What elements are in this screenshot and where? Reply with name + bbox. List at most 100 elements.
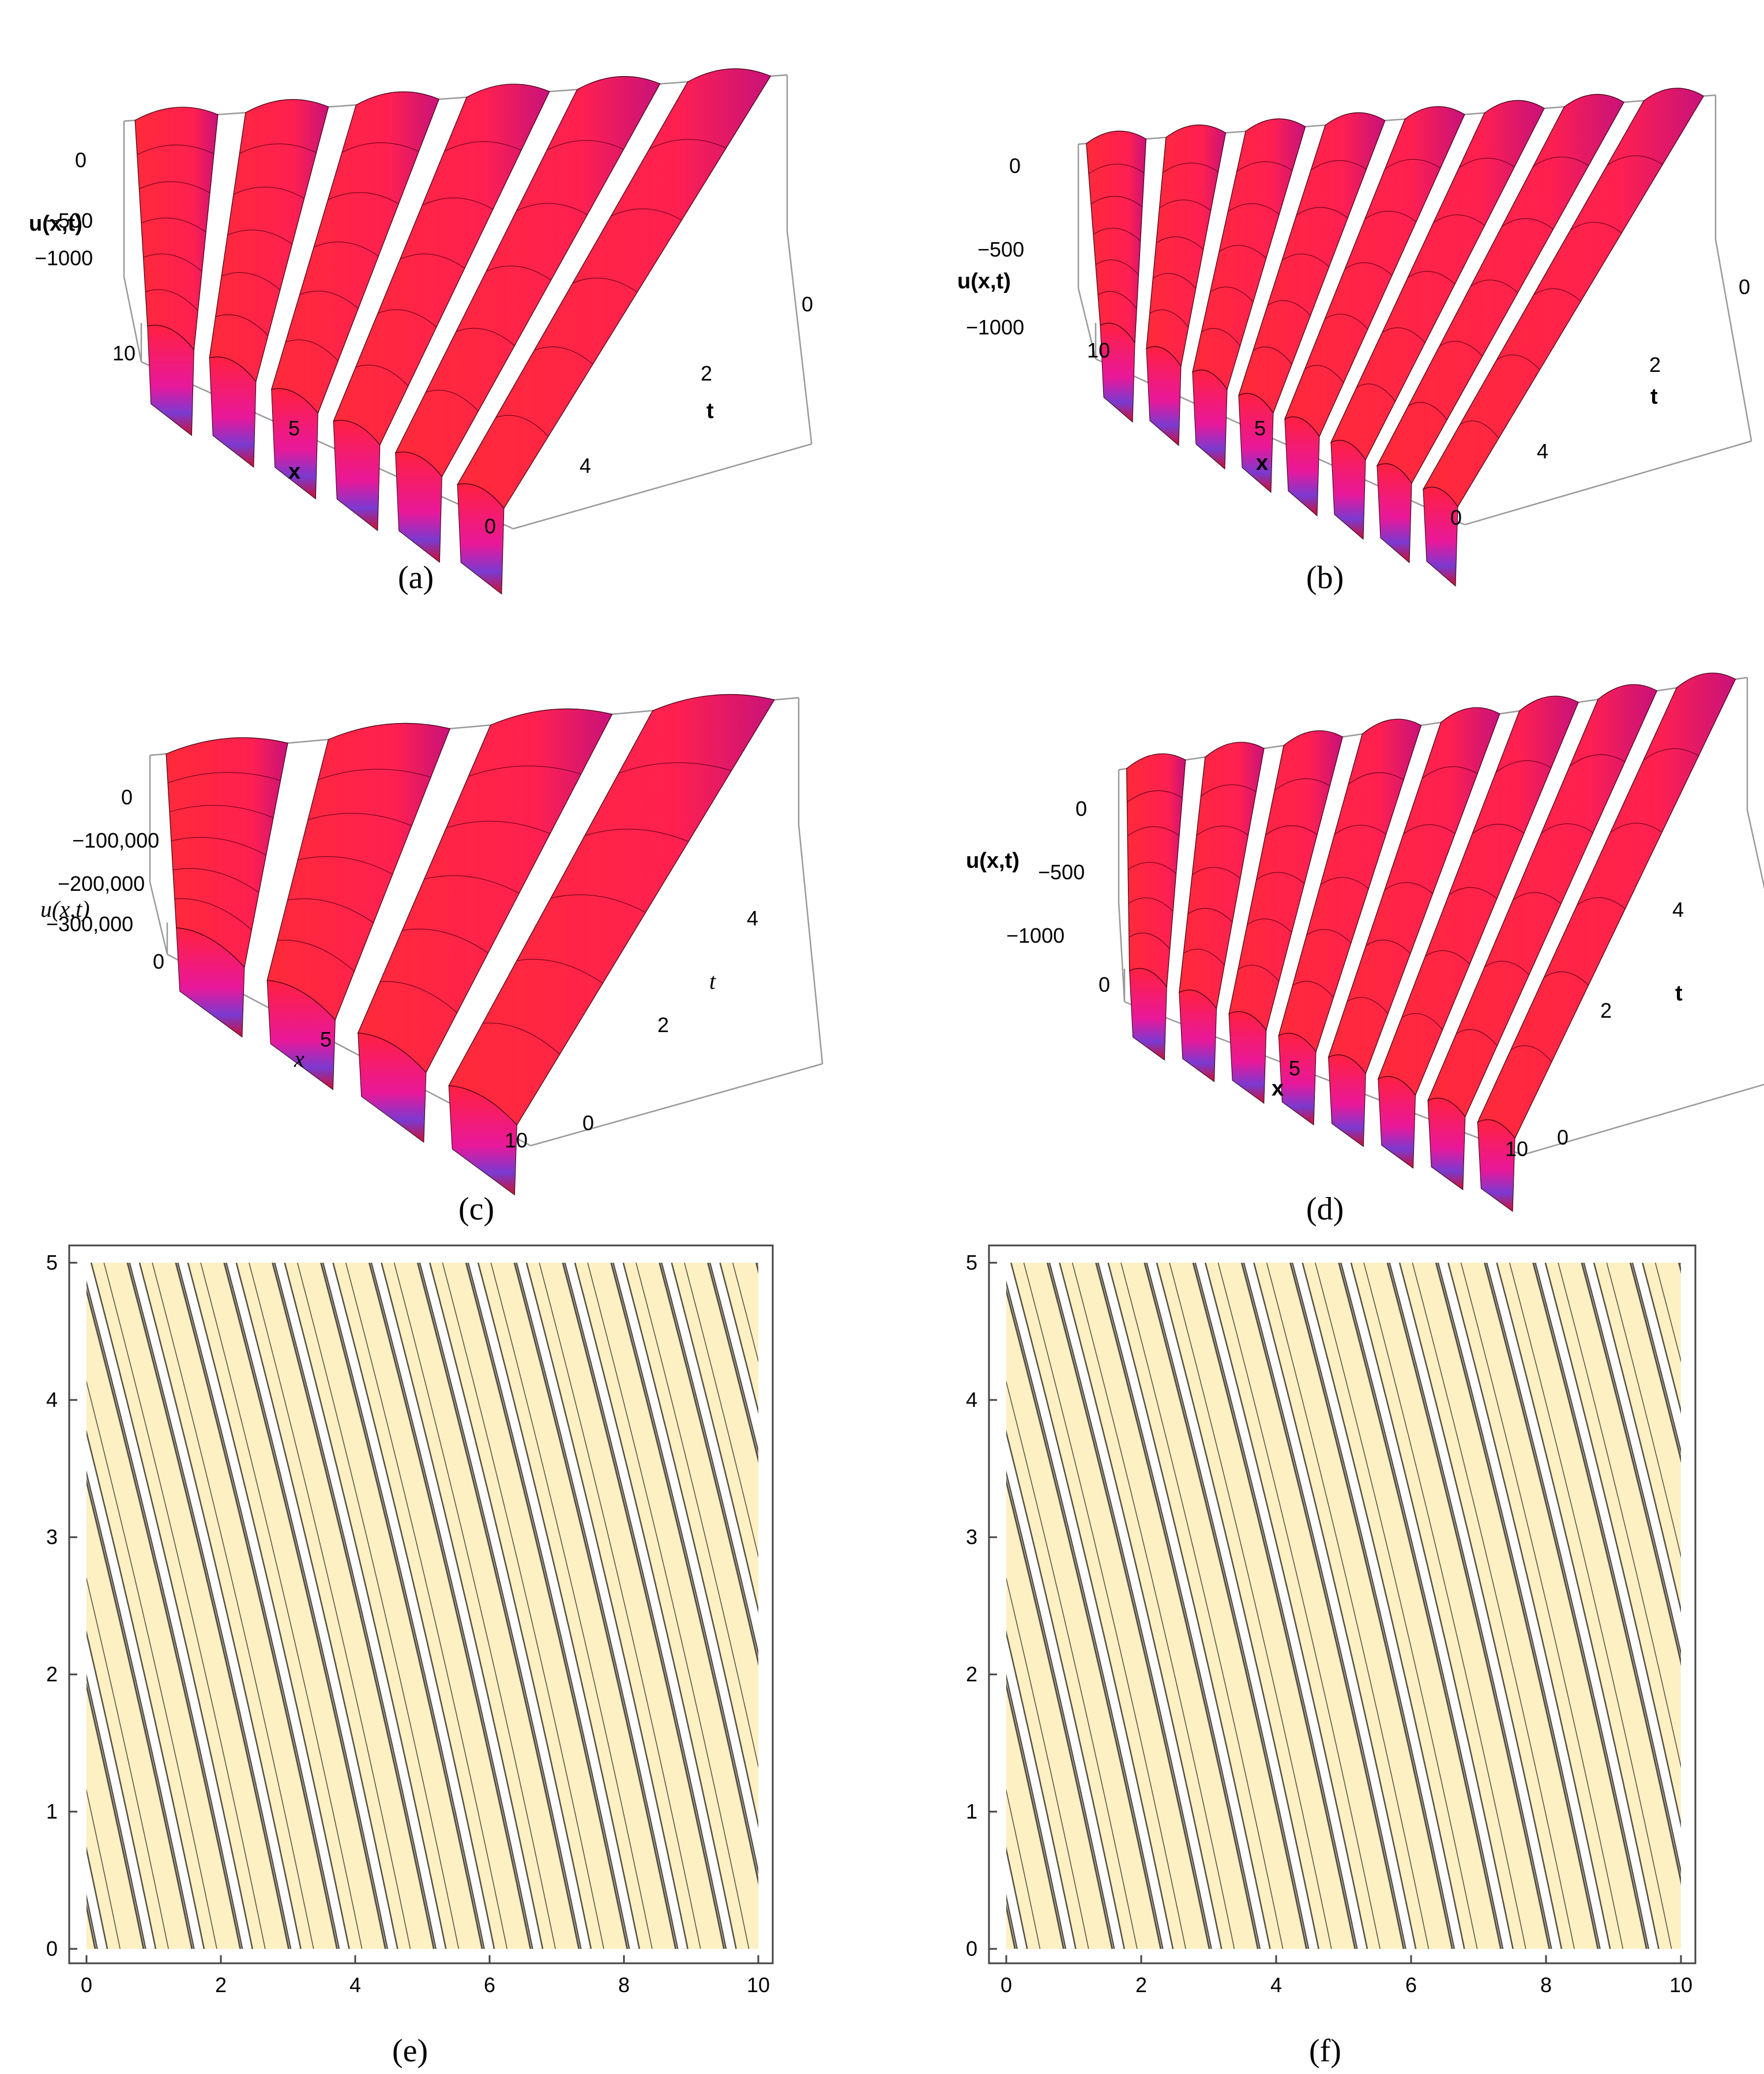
panel-e-contour-line [0,1263,1,1949]
panel-e-contour-line [284,1263,447,1949]
panel-e-contour-line [416,1263,580,1949]
panel-d-ztick-1: −500 [1038,860,1085,884]
panel-b-mesh-line [1090,195,1143,208]
panel-f-band-gap [1006,1263,1174,1949]
panel-e-band-gap [175,1263,349,1949]
panel-e-contour-line [223,1263,386,1949]
panel-f-contour-line [1006,1470,1115,1949]
panel-f-contour-line [1363,1263,1526,1949]
panel-f-contour-line [1120,1263,1284,1949]
panel-c-mesh-line [468,765,581,777]
panel-b-mesh-line [1253,347,1292,365]
panel-f-band-gap [1242,1263,1416,1949]
panel-c-surface: u(x,t) 0 −100,000 −200,000 −300,000 0 5 … [40,694,823,1227]
panel-f-xtick-label: 8 [1540,1973,1552,1997]
panel-b-ridge-face [1100,322,1135,423]
panel-b-tlabel: t [1650,385,1658,409]
panel-b-mesh-line [1088,164,1145,174]
panel-f-band-gap [1436,1263,1611,1949]
panel-f-band-gap [811,1263,973,1949]
panel-f-contour-line [1010,1263,1174,1949]
panel-e-contour-line [429,1263,592,1949]
panel-a-mesh-line [328,192,399,205]
panel-d-mesh-line [1247,919,1292,933]
panel-d-mesh-line [1403,824,1455,834]
panel-d-ztick-0: 0 [1075,797,1087,820]
panel-b-mesh-line [1228,203,1280,215]
panel-d-mesh-line [1187,908,1233,923]
panel-c-mesh-line [287,898,374,923]
panel-e-contour-line [138,1263,302,1949]
panel-a-mesh-line [516,203,588,215]
panel-b-box-edge [1714,239,1752,442]
panel-a-mesh-line [145,289,198,311]
panel-e-band-gap [418,1263,592,1949]
panel-b-ztick-2: −1000 [966,315,1024,339]
panel-a-ttick-2: 4 [580,454,591,477]
panel-f-contour-line [1583,1263,1681,1657]
panel-b-mesh-line [1296,207,1348,219]
panel-f-contour-line [1240,1263,1405,1949]
panel-b-mesh-line [1201,328,1241,347]
panel-f-contour-line [1006,1894,1018,1949]
panel-a-mesh-line [285,339,338,362]
panel-e-contour-line [393,1263,556,1949]
panel-b-ttick-2: 4 [1537,439,1548,463]
panel-f-ytick-label: 5 [966,1251,977,1274]
panel-f-contour-line [1581,1263,1681,1666]
panel-e-contour-line [129,1263,292,1949]
panel-c-ridge-face [358,1033,427,1143]
panel-a-xtick-1: 5 [288,416,300,440]
panel-e-contour-line [757,1263,758,1266]
panel-e-contour-line [707,1263,758,1463]
panel-e-contour-line [187,1263,350,1949]
panel-e-contour-line [0,1263,47,1949]
panel-f-contour-line [1485,1263,1650,1949]
panel-c-xtick-1: 5 [320,1027,332,1051]
panel-b-xtick-1: 5 [1254,416,1266,440]
panel-d-surface: u(x,t) 0 −500 −1000 0 5 10 x 0 2 4 t (d) [966,672,1764,1227]
panel-b-ttick-1: 2 [1649,353,1661,377]
panel-a-mesh-line [137,144,215,155]
panel-c-mesh-line [171,837,266,856]
panel-f-ytick-label: 2 [966,1662,977,1686]
panel-f-band-gap [762,1263,924,1949]
panel-e-contour-line [719,1263,758,1414]
panel-e-contour-line [322,1263,485,1949]
panel-d-ridge-face [1477,1119,1515,1212]
panel-c-box-edge [149,882,168,955]
panel-a-mesh-line [400,254,465,269]
panel-a-mesh-line [534,347,593,365]
panel-f-contour-line [1691,1263,1764,1949]
panel-a-ridge-face [333,420,381,532]
panel-d-mesh-line [1513,892,1562,904]
panel-e-contour-line [249,1263,411,1949]
panel-e-band-gap [811,1263,972,1949]
panel-e-contour-line [345,1263,508,1949]
panel-f-contour-line [1006,1629,1077,1949]
panel-c-ztick-2: −200,000 [58,872,145,895]
panel-f-contour-line [1243,1263,1406,1949]
panel-e-contour-line [671,1263,758,1613]
panel-f-contour-line [1204,1263,1368,1949]
panel-e-contour-line [175,1263,338,1949]
panel-d-mesh-line [1265,825,1318,835]
panel-b-ridge-face [1376,463,1412,563]
panel-e-band-gap [86,1631,156,1949]
panel-d-xtick-0: 0 [1099,973,1110,996]
panel-c-ztick-0: 0 [121,785,133,809]
panel-a-zlabel: u(x,t) [29,212,82,236]
panel-f-band-gap [1533,1263,1681,1884]
panel-d-mesh-line [1192,867,1241,879]
panel-d-zlabel: u(x,t) [966,849,1020,873]
panel-c-mesh-line [618,762,732,774]
panel-d-mesh-line [1569,754,1626,767]
panel-f-contour-line [1534,1263,1681,1876]
panel-e-band-gap [0,1263,5,1949]
panel-f-contour-line [1291,1263,1455,1949]
panel-a-box-edge [123,74,788,122]
panel-e-band-gap [756,1263,758,1273]
panel-f-xtick-label: 6 [1405,1973,1417,1997]
panel-f-contour-line [1593,1263,1681,1613]
panel-e-contour-line [368,1263,532,1949]
